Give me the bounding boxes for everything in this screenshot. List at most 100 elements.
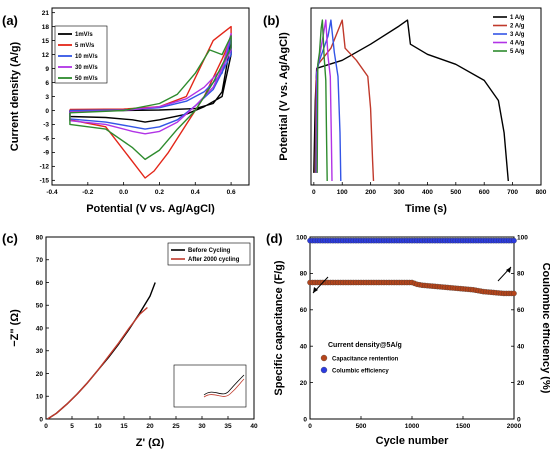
legend-box bbox=[167, 242, 251, 266]
y2-tick-label: 60 bbox=[517, 307, 525, 314]
legend-label: 3 A/g bbox=[510, 32, 525, 38]
panel-letter: (d) bbox=[266, 231, 283, 246]
y-tick-label: -9 bbox=[43, 150, 49, 157]
y-tick-label: 30 bbox=[36, 348, 44, 355]
legend-label: After 2000 cycling bbox=[188, 257, 240, 263]
y-tick-label: 80 bbox=[300, 271, 308, 278]
y-tick-label: 0 bbox=[45, 108, 49, 115]
x-tick-label: 800 bbox=[536, 189, 547, 196]
legend-label: 5 mV/s bbox=[75, 43, 95, 49]
x-tick-label: 1000 bbox=[405, 423, 420, 430]
x-axis-title: Potential (V vs. Ag/AgCl) bbox=[86, 203, 215, 215]
y-tick-label: 100 bbox=[296, 234, 307, 241]
panels-layer: (a)-0.4 -0.2 0.0 0.2 0.4 0.6211815129630-3-6-… bbox=[2, 7, 550, 449]
legend-label: 5 A/g bbox=[510, 49, 525, 55]
x-tick-label: 100 bbox=[337, 189, 348, 196]
legend-label: Columbic efficiency bbox=[332, 369, 389, 375]
inset-line-2 bbox=[203, 378, 245, 398]
plot-frame bbox=[309, 236, 515, 420]
y2-tick-label: 100 bbox=[517, 234, 528, 241]
x-tick-label: 40 bbox=[250, 423, 258, 430]
y-tick-label: 10 bbox=[36, 394, 44, 401]
x-tick-label: 0.4 bbox=[191, 189, 200, 196]
y2-tick-label: 40 bbox=[517, 344, 525, 351]
y-tick-label: 3 bbox=[45, 94, 49, 101]
x-tick-label: 20 bbox=[146, 423, 154, 430]
y2-tick-label: 20 bbox=[517, 380, 525, 387]
series-1-line bbox=[313, 19, 509, 182]
panel-letter: (b) bbox=[263, 13, 280, 28]
y2-tick-label: 80 bbox=[517, 271, 525, 278]
arrowhead-left bbox=[313, 287, 318, 293]
legend-label: Capacitance rentention bbox=[332, 357, 399, 363]
annotation-label: Current density@5A/g bbox=[328, 342, 402, 349]
x-tick-label: 10 bbox=[94, 423, 102, 430]
x-tick-label: 0 bbox=[44, 423, 48, 430]
legend-box bbox=[54, 25, 108, 84]
y2-tick-label: 0 bbox=[517, 416, 521, 423]
chart-panel-4: (d)0 500 1000 1500 2000020406080100020406080… bbox=[266, 231, 550, 447]
y-tick-label: 0 bbox=[39, 416, 43, 423]
x-tick-label: 400 bbox=[422, 189, 433, 196]
x-tick-label: 0.6 bbox=[227, 189, 236, 196]
arrowhead-right bbox=[506, 267, 511, 273]
y-tick-label: 70 bbox=[36, 257, 44, 264]
series-2-line bbox=[47, 306, 148, 419]
legend-label: 2 A/g bbox=[510, 24, 525, 30]
y-tick-label: 40 bbox=[300, 344, 308, 351]
y-tick-label: 20 bbox=[36, 371, 44, 378]
x-tick-label: 0.0 bbox=[119, 189, 128, 196]
legend-label: 50 mV/s bbox=[75, 76, 98, 82]
series-3-line bbox=[69, 37, 232, 130]
y-tick-label: 60 bbox=[36, 280, 44, 287]
plot-frame bbox=[310, 7, 542, 186]
legend-swatch bbox=[320, 366, 328, 374]
y-tick-label: 21 bbox=[42, 10, 50, 17]
x-tick-label: 0 bbox=[312, 189, 316, 196]
series-2-markers bbox=[307, 237, 517, 244]
legend: Before Cycling After 2000 cycling bbox=[167, 242, 251, 266]
legend-label: 4 A/g bbox=[510, 41, 525, 47]
series-4-line bbox=[69, 32, 232, 135]
x-tick-label: -0.2 bbox=[82, 189, 94, 196]
y-axis-title: Current density (A/g) bbox=[9, 41, 21, 151]
legend-swatch bbox=[320, 354, 328, 362]
legend-label: 1 A/g bbox=[510, 15, 525, 21]
y-tick-label: 6 bbox=[45, 80, 49, 87]
x-axis-title: Time (s) bbox=[405, 203, 447, 215]
y-tick-label: 0 bbox=[303, 416, 307, 423]
y-tick-label: 80 bbox=[36, 234, 44, 241]
series-5-line bbox=[69, 35, 232, 161]
x-tick-label: 1500 bbox=[456, 423, 471, 430]
x-tick-label: 500 bbox=[450, 189, 461, 196]
y2-axis-title: Coulombic efficiency (%) bbox=[540, 263, 550, 394]
y-axis-title: Potential (V vs. Ag/AgCl) bbox=[278, 32, 290, 161]
series-2-line bbox=[69, 25, 232, 179]
y-tick-label: 18 bbox=[42, 24, 50, 31]
x-tick-label: 2000 bbox=[507, 423, 522, 430]
x-tick-label: 15 bbox=[120, 423, 128, 430]
series-1-line bbox=[69, 39, 232, 123]
inset-line-1 bbox=[203, 374, 245, 396]
x-tick-label: 600 bbox=[479, 189, 490, 196]
y-tick-label: 20 bbox=[300, 380, 308, 387]
chart-panel-1: (a) -0.4 -0.2 0.0 0.2 0.4 0.6 21 18 15 12 9 6 3 0 -3 -6 -… bbox=[2, 7, 250, 215]
legend-label: 10 mV/s bbox=[75, 54, 98, 60]
x-tick-label: -0.4 bbox=[46, 189, 58, 196]
chart-panel-3: (c) 0 5 10 15 20 25 30 35 40 80 70 60 50 40 30 20 10 0 Z' (… bbox=[2, 231, 258, 449]
x-tick-label: 300 bbox=[394, 189, 405, 196]
y-tick-label: -3 bbox=[43, 122, 49, 129]
y-axis-title: −Z" (Ω) bbox=[9, 309, 21, 347]
y-tick-label: -15 bbox=[40, 178, 50, 185]
y-tick-label: -12 bbox=[40, 164, 50, 171]
panel-letter: (a) bbox=[2, 13, 18, 28]
x-tick-label: 5 bbox=[70, 423, 74, 430]
series-5-line bbox=[316, 19, 328, 182]
inset-frame bbox=[173, 364, 247, 408]
y-tick-label: 60 bbox=[300, 307, 308, 314]
series-4-line bbox=[316, 19, 333, 182]
panel-letter: (c) bbox=[2, 231, 18, 246]
x-axis-title: Cycle number bbox=[376, 435, 449, 447]
data-point bbox=[511, 290, 517, 297]
